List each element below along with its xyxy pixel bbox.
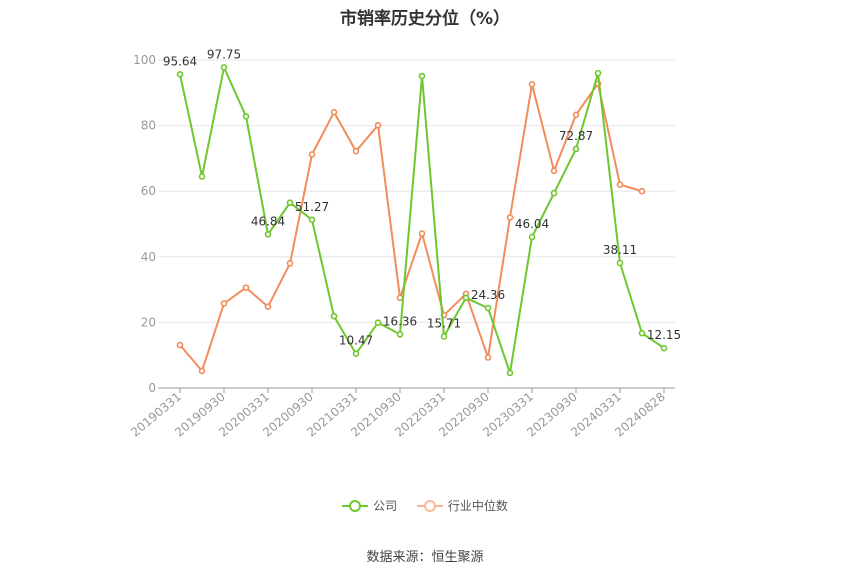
company-point (418, 72, 426, 80)
company-point (462, 294, 470, 302)
y-tick-label: 80 (141, 119, 156, 133)
industry-point (264, 303, 272, 310)
data-source: 数据来源：恒生聚源 (366, 550, 484, 565)
data-label: 12.15 (647, 328, 681, 342)
data-label: 46.04 (515, 217, 549, 231)
company-point (572, 145, 580, 153)
industry-point (220, 300, 228, 307)
company-point (198, 173, 206, 180)
company-point (242, 113, 250, 120)
y-tick-label: 40 (141, 250, 156, 264)
data-label: 16.36 (383, 314, 417, 328)
industry-point (198, 367, 206, 375)
industry-point (242, 284, 250, 291)
data-label: 51.27 (295, 200, 329, 214)
industry-point (638, 187, 646, 195)
company-point (176, 71, 184, 78)
company-point (352, 350, 360, 357)
company-point (264, 231, 272, 238)
company-point (550, 189, 558, 197)
industry-point (352, 147, 360, 155)
industry-point (176, 341, 184, 349)
y-tick-label: 0 (148, 381, 156, 395)
legend-company-swatch (342, 499, 369, 512)
industry-point (506, 214, 514, 221)
company-point (308, 216, 316, 224)
y-tick-label: 20 (141, 315, 156, 329)
industry-point (330, 108, 338, 116)
line-chart: 0204060801002019033120190930202003312020… (128, 47, 681, 439)
data-label: 72.87 (559, 129, 593, 143)
industry-point (616, 181, 624, 188)
data-label: 24.36 (471, 288, 505, 302)
company-point (330, 312, 338, 320)
data-label: 15.71 (427, 316, 461, 330)
industry-point (572, 111, 580, 119)
company-point (440, 333, 448, 340)
legend-industry-label: 行业中位数 (447, 499, 508, 513)
industry-point (528, 80, 536, 88)
company-point (374, 319, 382, 327)
legend: 公司 行业中位数 (0, 497, 850, 515)
chart-title: 市销率历史分位（%） (339, 9, 511, 29)
company-point (506, 369, 514, 377)
legend-company-label: 公司 (373, 499, 398, 513)
data-label: 46.84 (251, 214, 285, 228)
company-point (220, 64, 228, 71)
company-point (638, 329, 646, 337)
company-point (660, 344, 668, 352)
company-point (616, 259, 624, 267)
company-point (484, 304, 492, 312)
industry-point (286, 260, 294, 267)
legend-item-industry[interactable]: 行业中位数 (416, 497, 508, 514)
industry-point (484, 354, 492, 361)
company-point (286, 199, 294, 206)
data-label: 10.47 (339, 334, 373, 348)
company-point (594, 69, 602, 77)
industry-point (374, 121, 382, 129)
industry-point (308, 151, 316, 158)
industry-series-line (179, 82, 643, 372)
industry-point (396, 294, 404, 302)
data-label: 95.64 (163, 54, 197, 68)
legend-item-company[interactable]: 公司 (342, 497, 397, 514)
y-tick-label: 60 (141, 184, 156, 198)
data-label: 97.75 (207, 47, 241, 61)
y-tick-label: 100 (133, 53, 156, 67)
company-point (528, 233, 536, 241)
legend-industry-swatch (416, 499, 443, 512)
industry-point (550, 167, 558, 175)
industry-point (418, 230, 426, 237)
company-point (396, 331, 404, 338)
data-label: 38.11 (603, 243, 637, 257)
